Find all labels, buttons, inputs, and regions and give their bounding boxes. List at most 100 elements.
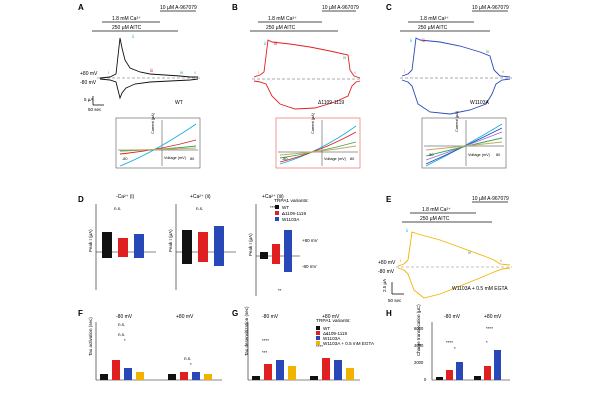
g-neg: -80 mV	[262, 314, 279, 320]
trace-del-neg	[253, 80, 361, 110]
h-star-b: *	[486, 340, 488, 345]
trace-w1103a-neg	[401, 78, 511, 115]
vneg-label-a: -80 mV	[80, 80, 97, 86]
g-legend-egta: W1103A + 0.5 mM EGTA	[323, 341, 375, 346]
d-ylabel-1: Peak I (µA)	[88, 229, 93, 252]
d-ns-2: n.s.	[196, 206, 203, 211]
marker-c-v: v	[502, 69, 505, 74]
f-ns-2: n.s.	[118, 332, 125, 337]
iv-tick-min-b: -80	[282, 157, 288, 161]
panel-letter-e: E	[386, 195, 392, 204]
d-legend-w: W1103A	[282, 217, 300, 222]
calcium-label-e: 1.8 mM Ca²⁺	[422, 207, 451, 213]
d-bar-del-3	[272, 244, 280, 256]
calcium-label-a: 1.8 mM Ca²⁺	[112, 16, 141, 22]
panel-f: F -80 mV +80 mV Tau activation (sec) n.s…	[78, 309, 222, 381]
scale-y-a: 5 µA	[84, 97, 93, 102]
d-sub-title-1: -Ca²⁺ (i)	[116, 194, 135, 200]
g-stars4-a: ****	[262, 338, 269, 343]
d-ylabel-2: Peak I (µA)	[168, 229, 173, 252]
d-minus80: -80 mV	[302, 264, 317, 269]
marker-a-iii: iii	[150, 68, 153, 73]
g-stars3: ***	[262, 350, 268, 355]
d-bar-w-1	[134, 234, 144, 252]
aitc-label-c: 250 µM AITC	[418, 25, 448, 31]
d-bar-wt-1	[102, 232, 112, 252]
d-legend-wt: WT	[282, 205, 289, 210]
marker-c-ii: ii	[410, 38, 412, 43]
marker-b-ii: ii	[264, 41, 266, 46]
scale-x-a: 50 sec	[88, 107, 102, 112]
panel-a: A 10 µM A-967079 1.8 mM Ca²⁺ 250 µM AITC…	[78, 3, 201, 169]
scale-y-e: 2.5 µA	[382, 279, 387, 292]
inhibitor-label-c: 10 µM A-967079	[472, 5, 509, 11]
vpos-label-a: +80 mV	[80, 71, 98, 77]
trace-egta-pos	[397, 231, 511, 267]
h-tick-4000: 4000	[414, 343, 424, 348]
variant-label-c: W1103A	[470, 100, 489, 106]
iv-ylabel-b: Current (µA)	[311, 112, 315, 134]
marker-e-v: v	[500, 258, 503, 263]
marker-b-i: i	[258, 70, 259, 75]
panel-letter-d: D	[78, 195, 84, 204]
f-neg: -80 mV	[116, 314, 133, 320]
iv-tick-max-b: 80	[350, 157, 354, 161]
iv-xlabel-b: Voltage (mV)	[324, 157, 347, 161]
d-bar-del-1	[118, 238, 128, 252]
h-tick-6000: 6000	[414, 326, 424, 331]
f-star-2: *	[190, 362, 192, 367]
marker-a-i: i	[108, 70, 109, 75]
h-pos: +80 mV	[484, 314, 502, 320]
variant-label-e: W1103A + 0.5 mM EGTA	[452, 286, 508, 292]
panel-g: G -80 mV +80 mV Tau desensitization (sec…	[232, 306, 375, 381]
marker-c-i: i	[404, 69, 405, 74]
f-ylabel: Tau activation (sec)	[88, 317, 93, 356]
d-stars1: *	[282, 212, 284, 217]
iv-xlabel-c: Voltage (mV)	[468, 153, 491, 157]
variant-label-b: Δ1109-1119	[318, 100, 344, 106]
marker-a-ii: ii	[132, 34, 134, 39]
d-sub-title-2: +Ca²⁺ (ii)	[190, 194, 211, 200]
inhibitor-label-e: 10 µM A-967079	[472, 196, 509, 202]
h-stars4-b: ****	[486, 326, 493, 331]
panel-letter-a: A	[78, 3, 84, 12]
marker-b-iv: iv	[343, 55, 347, 60]
panel-letter-h: H	[386, 309, 392, 318]
marker-e-i: i	[400, 258, 401, 263]
d-bar-wt-3	[260, 252, 268, 256]
g-legend-del: Δ1109-1119	[323, 331, 347, 336]
marker-a-v: v	[194, 70, 197, 75]
marker-b-v: v	[354, 70, 357, 75]
g-stars4-b: ****	[316, 344, 323, 349]
vpos-label-e: +80 mV	[378, 260, 396, 266]
panel-letter-c: C	[386, 3, 392, 12]
panel-b: B 10 µM A-967079 1.8 mM Ca²⁺ 250 µM AITC…	[232, 3, 361, 169]
iv-box-c	[421, 117, 507, 169]
trace-wt-pos	[99, 37, 198, 79]
marker-a-iv: iv	[180, 70, 184, 75]
d-ns-1: n.s.	[114, 206, 121, 211]
panel-letter-f: F	[78, 309, 83, 318]
marker-e-ii: ii	[406, 228, 408, 233]
h-stars4-a: ****	[446, 340, 453, 345]
iv-tick-max-a: 80	[190, 157, 194, 161]
panel-h: H -80 mV +80 mV Charge translocation (µC…	[386, 304, 510, 382]
aitc-label-a: 250 µM AITC	[112, 25, 142, 31]
d-bar-w-3	[284, 230, 292, 256]
trace-wt-neg	[99, 78, 199, 100]
calcium-label-b: 1.8 mM Ca²⁺	[268, 16, 297, 22]
g-legend-w: W1103A	[323, 336, 341, 341]
inhibitor-label-a: 10 µM A-967079	[160, 5, 197, 11]
d-bar-w-2	[214, 226, 224, 252]
iv-box-b	[275, 117, 361, 169]
h-neg: -80 mV	[444, 314, 461, 320]
g-star-a: *	[326, 332, 328, 337]
f-ns-1: n.s.	[118, 322, 125, 327]
f-ns-3: n.s.	[184, 356, 191, 361]
iv-ylabel-a: Current (µA)	[151, 112, 155, 134]
panel-e: E 10 µM A-967079 1.8 mM Ca²⁺ 250 µM AITC…	[378, 195, 512, 303]
d-bar-wt-2	[182, 230, 192, 252]
d-stars3: ***	[270, 205, 276, 210]
aitc-label-e: 250 µM AITC	[420, 216, 450, 222]
h-star-a: *	[454, 346, 456, 351]
